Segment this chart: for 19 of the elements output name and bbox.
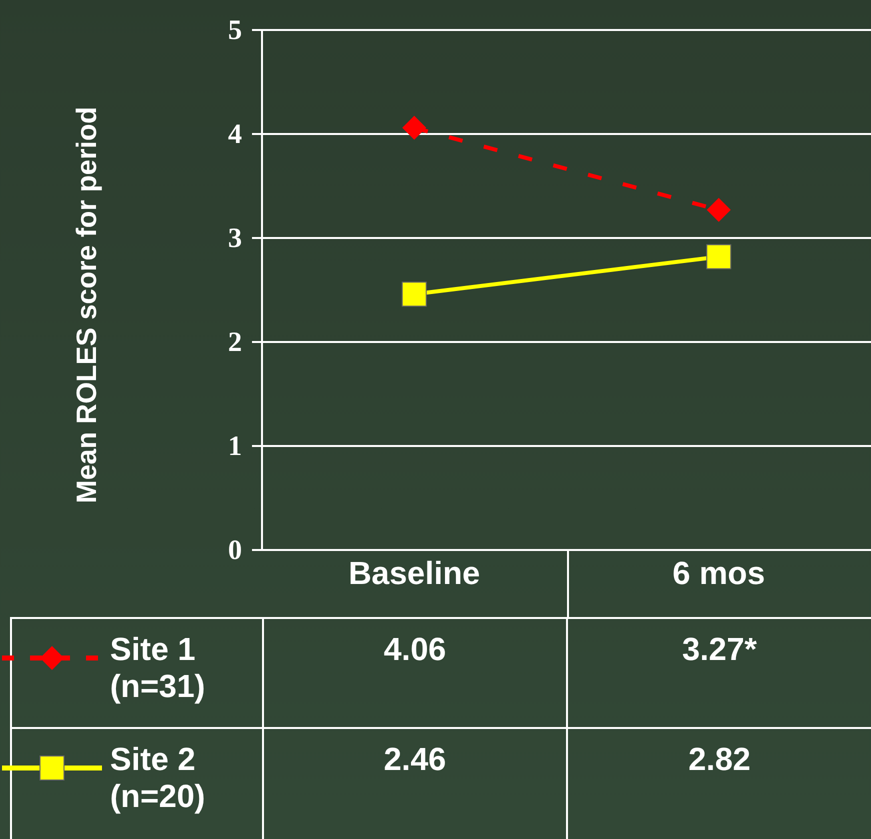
y-tick-label: 5 (228, 15, 242, 46)
data-label: 2.82 (566, 728, 871, 839)
y-axis-title: Mean ROLES score for period (71, 106, 102, 504)
point (402, 116, 426, 140)
point (706, 198, 731, 222)
x-tick-label: 6 mos (672, 555, 765, 591)
point (402, 282, 427, 307)
y-tick-label: 2 (228, 327, 242, 358)
data-label: 3.27* (566, 618, 871, 728)
y-tick-label: 1 (228, 431, 242, 462)
y-tick-label: 0 (228, 535, 242, 566)
y-tick-label: 4 (228, 119, 242, 150)
data-label: 2.46 (262, 728, 567, 839)
legend-label: Site 1 (n=31) (110, 631, 206, 705)
y-tick-label: 3 (228, 223, 242, 254)
point (706, 244, 732, 270)
x-tick-label: Baseline (348, 555, 480, 591)
data-label: 4.06 (262, 618, 567, 728)
legend-label: Site 2 (n=20) (110, 741, 206, 815)
